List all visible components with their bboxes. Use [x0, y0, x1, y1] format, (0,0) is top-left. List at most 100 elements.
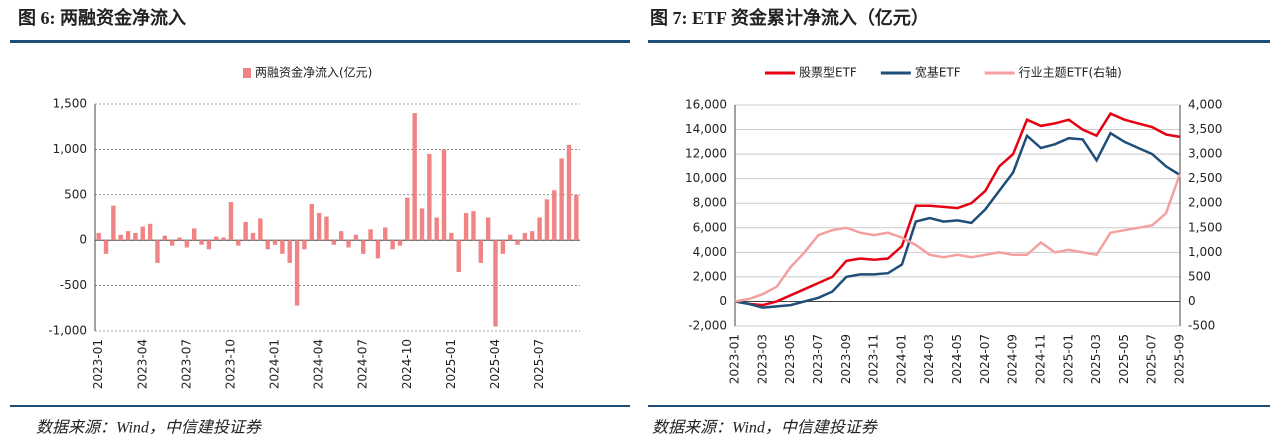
- y-tick-label: 500: [64, 187, 87, 201]
- bar: [412, 113, 417, 241]
- bar: [309, 203, 314, 241]
- y2-tick-label: 1,500: [1188, 220, 1222, 234]
- bar: [162, 235, 168, 241]
- bar: [544, 199, 550, 241]
- bar: [133, 232, 138, 241]
- bar: [177, 237, 182, 241]
- x-tick-label: 2025-01: [444, 339, 458, 389]
- y-tick-label: 2,000: [693, 269, 727, 283]
- source-rule: [10, 405, 630, 407]
- bar: [463, 212, 469, 241]
- bar: [471, 211, 476, 241]
- bar: [316, 212, 322, 241]
- y-tick-label: -2,000: [688, 319, 727, 333]
- bar: [390, 240, 395, 250]
- bar: [111, 205, 116, 241]
- bar: [147, 223, 153, 241]
- bar: [397, 240, 403, 246]
- x-tick-label: 2023-07: [179, 339, 193, 389]
- y-tick-label: 0: [79, 233, 87, 247]
- y-tick-label: -500: [60, 278, 87, 292]
- x-tick-label: 2025-09: [1173, 334, 1187, 384]
- y2-tick-label: 500: [1188, 269, 1211, 283]
- bar: [103, 240, 109, 254]
- bar: [383, 227, 388, 241]
- y2-tick-label: 1,000: [1188, 245, 1222, 259]
- y-tick-label: 16,000: [685, 98, 727, 112]
- x-tick-label: 2023-09: [839, 334, 853, 384]
- y-tick-label: 10,000: [685, 171, 727, 185]
- bar: [449, 232, 454, 241]
- bar: [294, 240, 300, 306]
- x-tick-label: 2024-01: [894, 334, 908, 384]
- bar: [375, 240, 381, 259]
- x-tick-label: 2023-01: [728, 334, 742, 384]
- y2-tick-label: 4,000: [1188, 98, 1222, 112]
- title-rule: [10, 40, 630, 43]
- bar: [478, 240, 483, 263]
- line-series: [734, 131, 1181, 309]
- x-tick-label: 2023-11: [867, 334, 881, 384]
- bar: [236, 240, 241, 246]
- bar: [272, 240, 278, 245]
- y-tick-label: 14,000: [685, 122, 727, 136]
- y2-tick-label: 0: [1188, 294, 1196, 308]
- x-tick-label: 2023-10: [223, 339, 237, 389]
- x-tick-label: 2024-03: [922, 334, 936, 384]
- bar: [427, 153, 432, 241]
- bar: [552, 190, 557, 241]
- bar: [199, 240, 204, 245]
- x-tick-label: 2024-07: [356, 339, 370, 389]
- bar: [324, 216, 329, 241]
- source: 数据来源：Wind，中信建投证券: [36, 419, 263, 437]
- title-rule: [648, 40, 1270, 43]
- bar: [221, 237, 226, 241]
- y-tick-label: 1,500: [53, 97, 87, 111]
- bar: [441, 149, 447, 241]
- x-tick-label: 2024-07: [978, 334, 992, 384]
- bar: [287, 240, 292, 263]
- x-tick-label: 2024-11: [1033, 334, 1047, 384]
- bar: [155, 240, 160, 263]
- bar: [192, 228, 197, 241]
- bar: [96, 232, 101, 241]
- bar: [515, 240, 520, 245]
- bar: [243, 222, 248, 241]
- bar: [485, 217, 491, 241]
- bar: [280, 240, 285, 254]
- legend-label: 股票型ETF: [799, 66, 857, 80]
- x-tick-label: 2025-04: [488, 339, 502, 389]
- line-series: [734, 112, 1181, 307]
- x-tick-label: 2024-05: [950, 334, 964, 384]
- x-tick-label: 2023-01: [91, 339, 105, 389]
- x-tick-label: 2024-01: [268, 339, 282, 389]
- bar: [368, 229, 373, 241]
- bar: [125, 231, 131, 241]
- x-tick-label: 2023-07: [811, 334, 825, 384]
- y-tick-label: -1,000: [48, 324, 87, 338]
- x-tick-label: 2024-09: [1006, 334, 1020, 384]
- bar: [574, 194, 579, 241]
- bar: [169, 240, 175, 246]
- y2-tick-label: 3,000: [1188, 147, 1222, 161]
- bar: [434, 217, 439, 241]
- legend-swatch: [243, 68, 251, 78]
- legend-label: 行业主题ETF(右轴): [1019, 65, 1122, 80]
- bar: [559, 158, 564, 241]
- y2-tick-label: 2,000: [1188, 196, 1222, 210]
- x-tick-label: 2024-04: [312, 339, 326, 389]
- bar: [361, 240, 366, 254]
- bar: [507, 234, 513, 241]
- bar: [500, 240, 506, 254]
- y-tick-label: 4,000: [693, 245, 727, 259]
- y-tick-label: 8,000: [693, 196, 727, 210]
- chart-title: 图 7: ETF 资金累计净流入（亿元）: [650, 7, 929, 28]
- bar: [258, 218, 263, 241]
- bar: [331, 240, 337, 245]
- y2-tick-label: -500: [1188, 319, 1215, 333]
- bar: [206, 240, 212, 250]
- y2-tick-label: 2,500: [1188, 171, 1222, 185]
- bar: [118, 234, 123, 241]
- x-tick-label: 2025-07: [1145, 334, 1159, 384]
